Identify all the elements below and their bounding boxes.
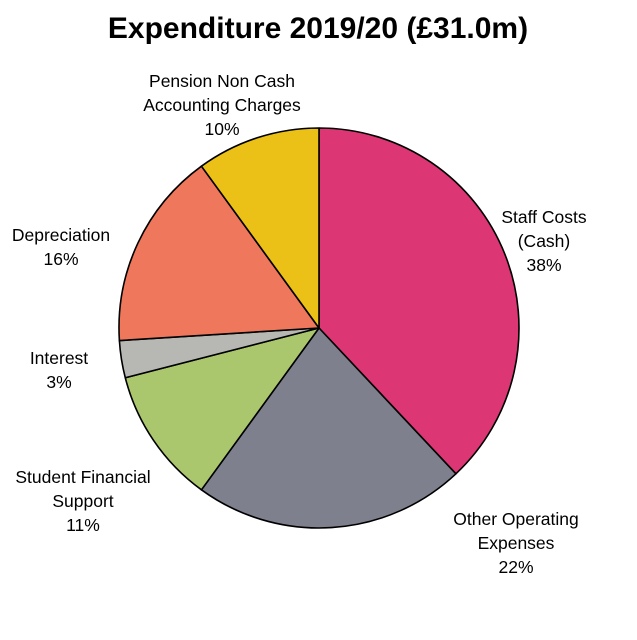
pie-slice-staff-costs-cash: [318, 127, 520, 475]
slice-label-line: Expenses: [478, 533, 555, 553]
slice-label-line: Staff Costs: [501, 207, 587, 227]
slice-label-interest: Interest 3%: [30, 348, 88, 392]
slice-label-pension-non-cash-accounting-charges: Pension Non Cash Accounting Charges 10%: [143, 71, 301, 139]
pie-slice-depreciation: [118, 165, 320, 342]
slice-percent: 22%: [498, 557, 533, 577]
slice-percent: 10%: [204, 119, 239, 139]
pie-slice-other-operating-expenses: [200, 327, 457, 529]
slice-label-line: Pension Non Cash: [149, 71, 295, 91]
slice-percent: 3%: [46, 372, 71, 392]
slice-label-line: Support: [52, 491, 113, 511]
slice-label-line: Student Financial: [15, 467, 150, 487]
slice-label-depreciation: Depreciation 16%: [12, 225, 110, 269]
pie-labels: Staff Costs (Cash) 38% Other Operating Expen…: [12, 71, 587, 577]
slice-label-student-financial-support: Student Financial Support 11%: [15, 467, 150, 535]
slice-label-line: (Cash): [518, 231, 571, 251]
slice-percent: 38%: [526, 255, 561, 275]
slice-label-line: Depreciation: [12, 225, 110, 245]
slice-label-line: Interest: [30, 348, 88, 368]
slice-label-staff-costs-cash: Staff Costs (Cash) 38%: [501, 207, 587, 275]
pie-slices: [118, 127, 520, 529]
chart-title: Expenditure 2019/20 (£31.0m): [108, 12, 528, 45]
slice-label-other-operating-expenses: Other Operating Expenses 22%: [453, 509, 578, 577]
slice-percent: 11%: [66, 515, 100, 535]
slice-label-line: Other Operating: [453, 509, 578, 529]
slice-percent: 16%: [43, 249, 78, 269]
pie-slice-student-financial-support: [124, 327, 320, 491]
slice-label-line: Accounting Charges: [143, 95, 301, 115]
pie-slice-pension-non-cash-accounting-charges: [200, 127, 320, 329]
